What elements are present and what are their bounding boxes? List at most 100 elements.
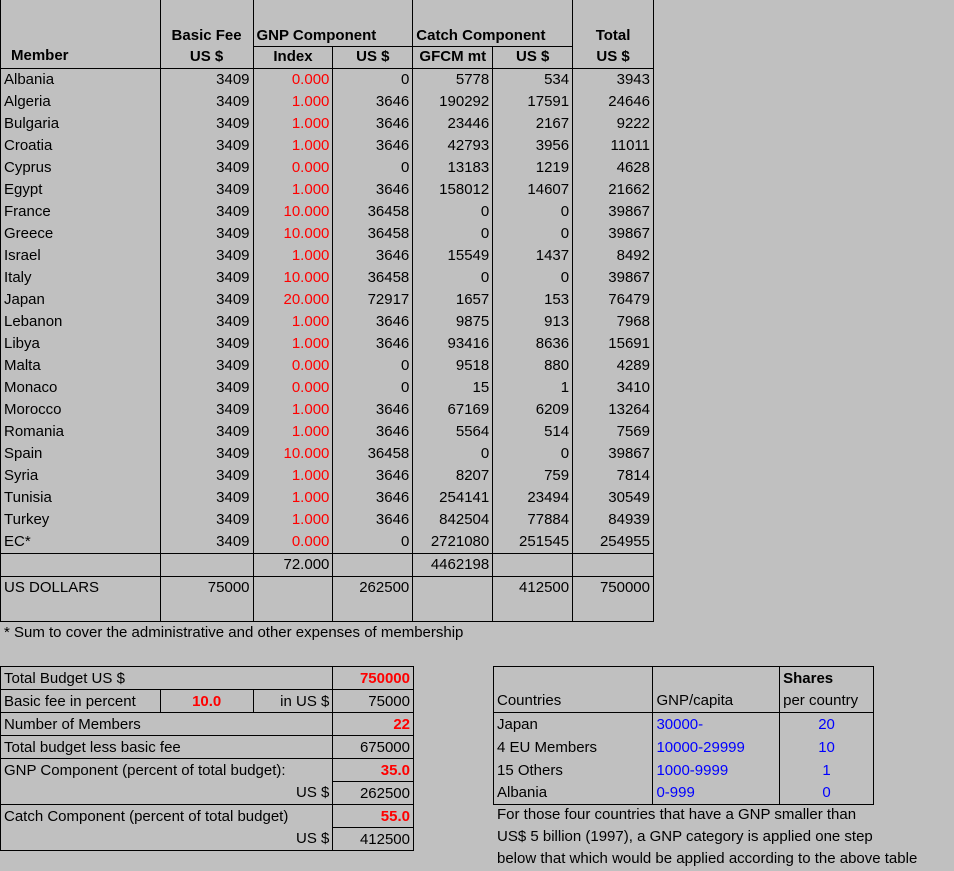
catch-us-cell: 153 [492,288,574,311]
basic-fee-cell: 3409 [159,486,254,509]
basic-fee-cell: 3409 [159,442,254,465]
sum-row-empty [572,552,654,576]
header-catch-us: US $ [492,46,574,69]
total-cell: 39867 [572,442,654,465]
table-row: Lebanon 3409 1.000 3646 9875 913 7968 [0,310,654,333]
share-gnp-range: 10000-29999 [652,735,781,759]
gnp-us-cell: 0 [332,354,414,377]
basic-fee-cell: 3409 [159,90,254,113]
table-row: Cyprus 3409 0.000 0 13183 1219 4628 [0,156,654,179]
total-budget-label: Total Budget US $ [0,666,334,690]
gnp-us-cell: 3646 [332,244,414,267]
table-row: Tunisia 3409 1.000 3646 254141 23494 30549 [0,486,654,509]
catch-us-cell: 17591 [492,90,574,113]
member-name: Cyprus [0,156,161,179]
share-value: 0 [779,781,874,805]
member-name: Spain [0,442,161,465]
catch-us-cell: 77884 [492,508,574,531]
total-budget-value: 750000 [332,666,414,690]
basic-fee-pct-label: Basic fee in percent [0,689,161,713]
catch-us-cell: 14607 [492,178,574,201]
total-cell: 254955 [572,530,654,553]
catch-us-cell: 3956 [492,134,574,157]
catch-gfcm-cell: 2721080 [412,530,494,553]
member-name: Libya [0,332,161,355]
sum-row-empty [492,552,574,576]
header-catch-component: Catch Component [412,0,574,47]
member-name: Israel [0,244,161,267]
total-cell: 24646 [572,90,654,113]
total-cell: 4289 [572,354,654,377]
gnp-index-cell: 1.000 [252,134,334,157]
us-dollars-label: US DOLLARS [0,575,161,622]
gnp-us-cell: 3646 [332,332,414,355]
basic-fee-cell: 3409 [159,68,254,91]
header-gnp-component: GNP Component [252,0,414,47]
catch-gfcm-cell: 0 [412,200,494,223]
gnp-us-cell: 36458 [332,200,414,223]
gnp-pct-label: GNP Component (percent of total budget): [0,758,334,782]
gnp-us-cell: 3646 [332,508,414,531]
member-name: Albania [0,68,161,91]
member-name: France [0,200,161,223]
total-cell: 39867 [572,200,654,223]
header-gnp-index: Index [252,46,334,69]
member-name: Tunisia [0,486,161,509]
header-catch-gfcm: GFCM mt [412,46,494,69]
total-cell: 76479 [572,288,654,311]
catch-gfcm-cell: 5778 [412,68,494,91]
gnp-index-cell: 1.000 [252,90,334,113]
catch-us-cell: 880 [492,354,574,377]
sum-row-empty [159,552,254,576]
gnp-index-cell: 0.000 [252,68,334,91]
us-dollars-empty [412,575,494,622]
share-country: 4 EU Members [492,735,654,759]
catch-pct-value: 55.0 [332,804,414,828]
table-row: Turkey 3409 1.000 3646 842504 77884 84939 [0,508,654,531]
gnp-us-cell: 0 [332,68,414,91]
table-row: Greece 3409 10.000 36458 0 0 39867 [0,222,654,245]
share-value: 10 [779,735,874,759]
catch-gfcm-cell: 13183 [412,156,494,179]
catch-gfcm-cell: 15 [412,376,494,399]
catch-us-cell: 2167 [492,112,574,135]
member-name: Turkey [0,508,161,531]
catch-us-cell: 6209 [492,398,574,421]
catch-gfcm-cell: 42793 [412,134,494,157]
total-cell: 4628 [572,156,654,179]
gnp-us-cell: 0 [332,156,414,179]
table-row: Japan 3409 20.000 72917 1657 153 76479 [0,288,654,311]
member-name: Croatia [0,134,161,157]
total-cell: 13264 [572,398,654,421]
shares-note-line: For those four countries that have a GNP… [497,806,857,823]
catch-gfcm-cell: 8207 [412,464,494,487]
catch-us-cell: 23494 [492,486,574,509]
gnp-us-cell: 3646 [332,464,414,487]
header-basic-fee: Basic Fee [159,0,254,46]
table-row: Albania 3409 0.000 0 5778 534 3943 [0,68,654,91]
share-gnp-range: 30000- [652,712,781,736]
catch-us-cell: 0 [492,442,574,465]
gnp-us-label: US $ [0,781,334,805]
basic-fee-cell: 3409 [159,244,254,267]
shares-row: Albania 0-999 0 [492,781,874,805]
total-cell: 39867 [572,266,654,289]
header-countries: Countries [492,689,654,713]
gnp-index-cell: 0.000 [252,354,334,377]
sum-index: 72.000 [252,552,334,576]
footnote: * Sum to cover the administrative and ot… [4,624,464,641]
total-cell: 3943 [572,68,654,91]
table-row: Monaco 3409 0.000 0 15 1 3410 [0,376,654,399]
shares-row: 15 Others 1000-9999 1 [492,758,874,782]
table-row: EC* 3409 0.000 0 2721080 251545 254955 [0,530,654,553]
basic-fee-cell: 3409 [159,376,254,399]
table-row: Morocco 3409 1.000 3646 67169 6209 13264 [0,398,654,421]
gnp-index-cell: 1.000 [252,398,334,421]
catch-us-cell: 759 [492,464,574,487]
catch-gfcm-cell: 158012 [412,178,494,201]
gnp-us-cell: 3646 [332,486,414,509]
gnp-us-cell: 72917 [332,288,414,311]
table-row: Malta 3409 0.000 0 9518 880 4289 [0,354,654,377]
us-dollars-empty [252,575,334,622]
shares-note-line: US$ 5 billion (1997), a GNP category is … [497,828,873,845]
